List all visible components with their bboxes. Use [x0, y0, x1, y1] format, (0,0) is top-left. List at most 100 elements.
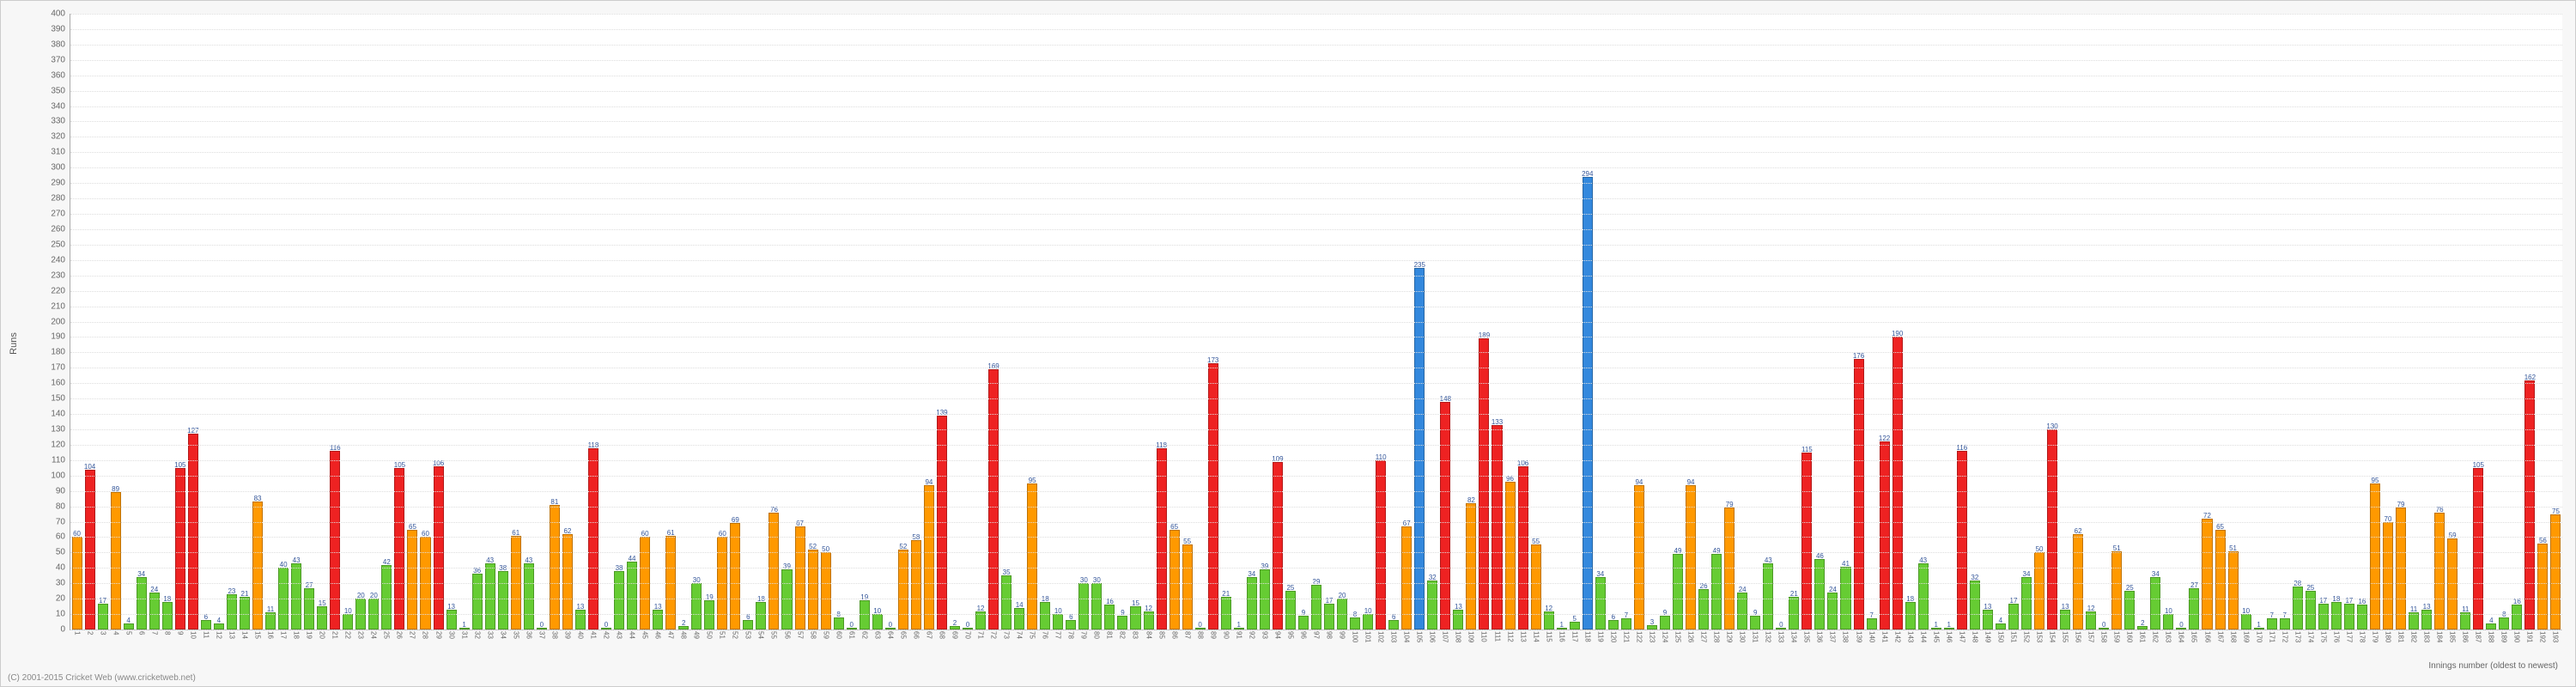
gridline: [70, 322, 2562, 323]
xtick-label: 85: [1157, 631, 1165, 639]
bar-value-label: 2: [2141, 619, 2144, 627]
xtick-label: 131: [1752, 631, 1759, 642]
xtick-label: 11: [202, 631, 210, 638]
xtick-label: 102: [1377, 631, 1385, 642]
bar-value-label: 17: [1326, 597, 1334, 605]
bar-value-label: 82: [1467, 496, 1475, 504]
bar-value-label: 43: [1919, 556, 1927, 564]
bar: 17: [98, 604, 108, 629]
xtick-label: 162: [2152, 631, 2160, 642]
xtick-label: 103: [1390, 631, 1398, 642]
bar-value-label: 94: [1635, 478, 1643, 486]
ytick-label: 150: [51, 394, 65, 404]
bar: 8: [1350, 617, 1360, 629]
bar: 7: [1867, 618, 1877, 629]
ytick-label: 280: [51, 194, 65, 204]
xtick-label: 48: [680, 631, 688, 639]
bar: 18: [1905, 602, 1916, 629]
bar-value-label: 67: [1403, 520, 1411, 527]
bar: 148: [1440, 402, 1450, 629]
bar-value-label: 39: [783, 562, 791, 570]
xtick-label: 115: [1545, 631, 1552, 642]
xtick-label: 92: [1248, 631, 1255, 639]
xtick-label: 187: [2475, 631, 2482, 642]
bar-value-label: 0: [2102, 621, 2105, 629]
bar-value-label: 24: [1829, 586, 1837, 593]
bar: 51: [2228, 551, 2239, 629]
gridline: [70, 445, 2562, 446]
bar-value-label: 69: [732, 516, 739, 524]
xtick-label: 182: [2410, 631, 2418, 642]
xtick-label: 140: [1868, 631, 1875, 642]
bar: 9: [1750, 616, 1760, 629]
ytick-label: 230: [51, 271, 65, 280]
bar: 43: [524, 563, 534, 629]
bar: 38: [614, 571, 624, 629]
bar-value-label: 162: [2524, 374, 2536, 381]
ytick-label: 240: [51, 255, 65, 264]
xtick-label: 172: [2281, 631, 2288, 642]
gridline: [70, 167, 2562, 168]
bar: 105: [2473, 468, 2483, 629]
xtick-label: 108: [1455, 631, 1462, 642]
bar: 4: [124, 623, 134, 629]
xtick-label: 125: [1674, 631, 1682, 642]
bar: 32: [1427, 581, 1437, 629]
xtick-label: 107: [1442, 631, 1449, 642]
bar-value-label: 51: [2229, 544, 2237, 552]
ytick-label: 20: [56, 594, 65, 604]
ytick-label: 260: [51, 224, 65, 234]
bar: 52: [898, 550, 908, 629]
bar: 50: [2034, 552, 2044, 629]
y-axis-label: Runs: [9, 332, 19, 355]
gridline: [70, 614, 2562, 615]
xtick-label: 55: [770, 631, 778, 639]
xtick-label: 100: [1352, 631, 1359, 642]
xtick-label: 121: [1622, 631, 1630, 642]
xtick-label: 118: [1583, 631, 1591, 642]
xtick-label: 97: [1312, 631, 1320, 639]
xtick-label: 127: [1700, 631, 1708, 642]
bar-value-label: 0: [889, 621, 892, 629]
gridline: [70, 152, 2562, 153]
bar: 17: [2008, 604, 2019, 629]
ytick-label: 210: [51, 301, 65, 311]
xtick-label: 147: [1958, 631, 1965, 642]
bar-value-label: 29: [1313, 578, 1321, 586]
xtick-label: 36: [525, 631, 532, 639]
xtick-label: 137: [1829, 631, 1837, 642]
gridline: [70, 229, 2562, 230]
bar-value-label: 43: [293, 556, 301, 564]
xtick-label: 163: [2165, 631, 2172, 642]
bar: 17: [2344, 604, 2354, 629]
xtick-label: 30: [447, 631, 455, 639]
xtick-label: 173: [2293, 631, 2301, 642]
xtick-label: 69: [951, 631, 958, 639]
xtick-label: 153: [2036, 631, 2044, 642]
xtick-label: 112: [1506, 631, 1514, 642]
bar-value-label: 25: [2306, 584, 2314, 592]
xtick-label: 83: [1132, 631, 1139, 639]
xtick-label: 80: [1093, 631, 1101, 639]
bar-value-label: 52: [899, 543, 907, 550]
ytick-label: 170: [51, 363, 65, 373]
xtick-label: 120: [1609, 631, 1617, 642]
bar: 25: [1285, 591, 1296, 629]
bar: 62: [562, 534, 573, 629]
xtick-label: 9: [176, 631, 184, 635]
bar-value-label: 34: [137, 570, 145, 578]
bar-value-label: 4: [2489, 617, 2493, 624]
ytick-label: 320: [51, 132, 65, 142]
bar: 4: [1996, 623, 2006, 629]
ytick-label: 50: [56, 548, 65, 557]
xtick-label: 43: [616, 631, 623, 639]
bar-value-label: 17: [99, 597, 106, 605]
bar-value-label: 12: [2087, 605, 2095, 612]
xtick-label: 186: [2462, 631, 2470, 642]
bar-value-label: 52: [809, 543, 817, 550]
xtick-label: 34: [499, 631, 507, 639]
xtick-label: 52: [732, 631, 739, 639]
xtick-label: 79: [1080, 631, 1088, 639]
bar: 95: [1027, 483, 1037, 629]
gridline: [70, 214, 2562, 215]
